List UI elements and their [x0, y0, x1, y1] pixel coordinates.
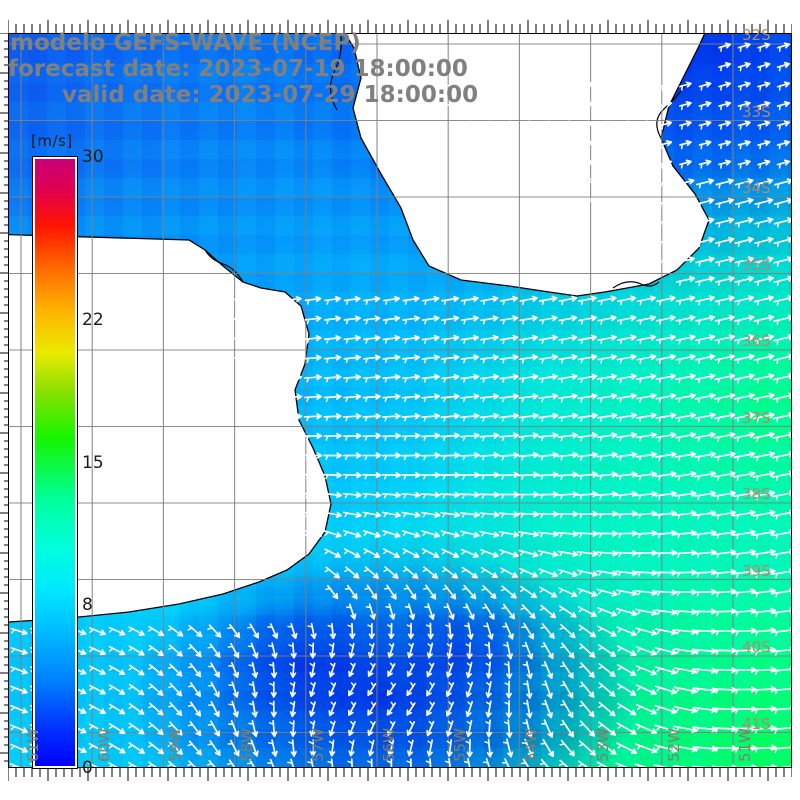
colorbar-tick-30: 30 — [82, 147, 104, 167]
colorbar-tick-0: 0 — [82, 758, 93, 778]
colorbar-unit-label: [m/s] — [31, 132, 73, 150]
colorbar-tick-8: 8 — [82, 595, 93, 616]
colorbar — [32, 156, 78, 769]
colorbar-tick-15: 15 — [82, 452, 104, 473]
land-polygon-lower — [9, 233, 332, 623]
map-plot-area — [8, 33, 792, 768]
colorbar-tick-22: 22 — [82, 309, 104, 330]
bottom-tick-ruler — [8, 768, 792, 783]
land-mask — [9, 34, 791, 767]
top-tick-ruler — [8, 18, 792, 33]
coastline-detail — [204, 34, 688, 289]
